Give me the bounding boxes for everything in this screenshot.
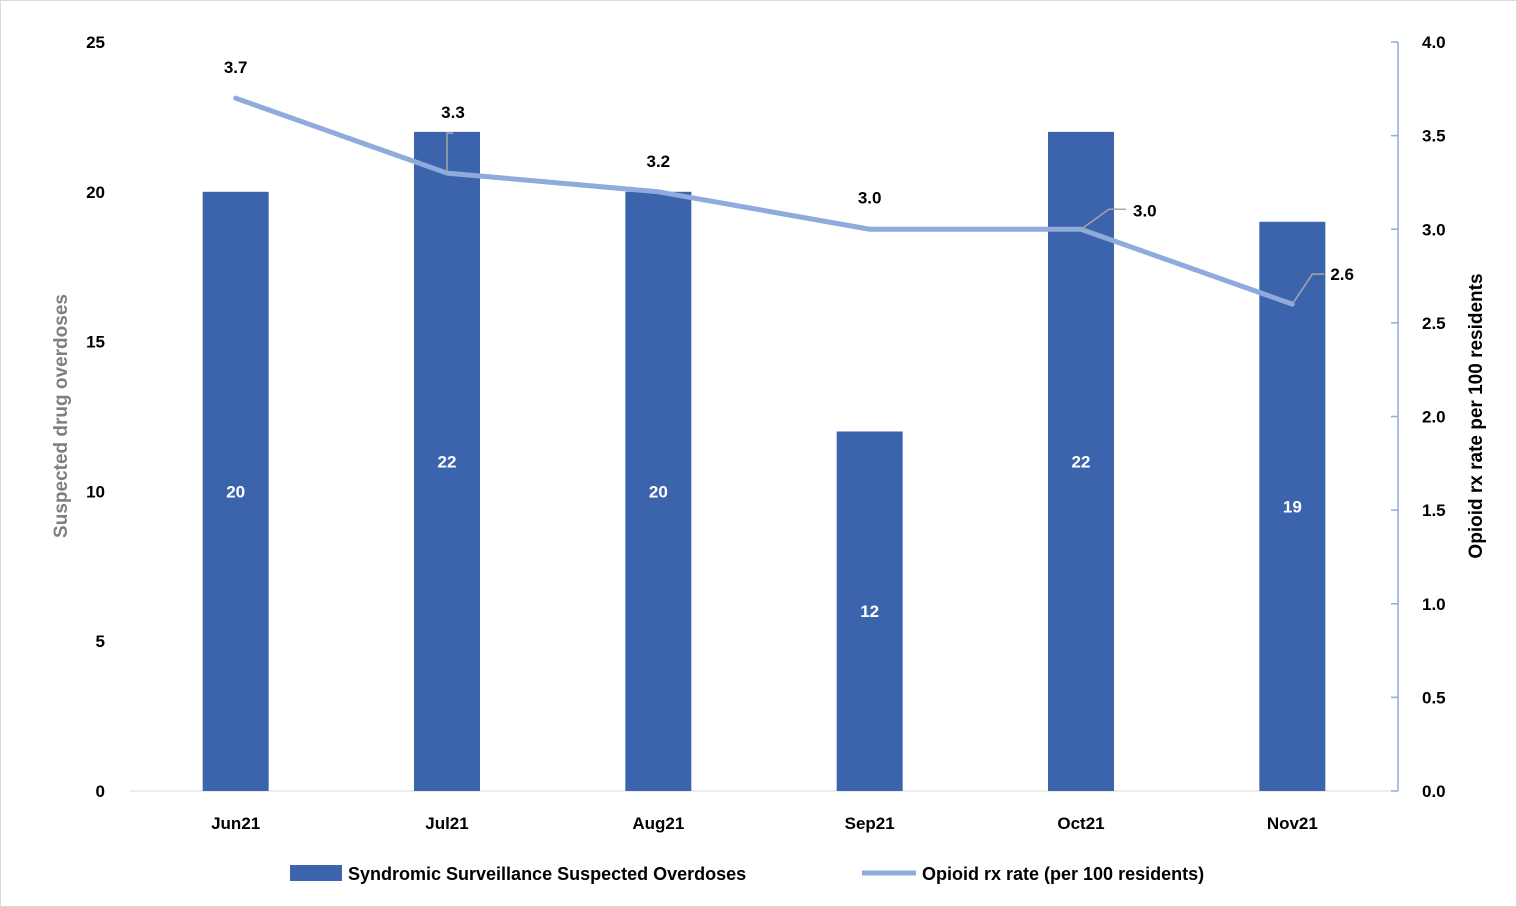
y-tick-left-3: 15 xyxy=(86,333,105,352)
y-tick-right-8: 4.0 xyxy=(1422,33,1446,52)
x-tick-Nov21: Nov21 xyxy=(1267,814,1318,833)
y-tick-left-4: 20 xyxy=(86,183,105,202)
y-tick-right-0: 0.0 xyxy=(1422,782,1446,801)
bar-series xyxy=(202,131,1326,792)
line-label-Nov21: 2.6 xyxy=(1330,265,1354,284)
y-tick-left-0: 0 xyxy=(96,782,105,801)
y-tick-right-4: 2.0 xyxy=(1422,408,1446,427)
y-tick-right-3: 1.5 xyxy=(1422,501,1446,520)
bar-label-Oct21: 22 xyxy=(1072,452,1091,471)
line-label-Sep21: 3.0 xyxy=(858,188,882,207)
y-tick-left-5: 25 xyxy=(86,33,105,52)
y-tick-right-1: 0.5 xyxy=(1422,688,1446,707)
line-series xyxy=(233,95,1295,307)
y-axis-title-left: Suspected drug overdoses xyxy=(51,294,72,538)
bar-Jun21 xyxy=(202,191,269,792)
bar-Jul21 xyxy=(414,131,480,791)
bar-Oct21 xyxy=(1048,131,1114,791)
leader-line-Oct21 xyxy=(1080,208,1126,230)
bar-label-Nov21: 19 xyxy=(1283,497,1302,516)
legend-label-bars: Syndromic Surveillance Suspected Overdos… xyxy=(348,864,746,884)
bar-label-Aug21: 20 xyxy=(649,482,668,501)
x-tick-Aug21: Aug21 xyxy=(632,814,684,833)
x-tick-Jul21: Jul21 xyxy=(425,814,468,833)
line-label-Oct21: 3.0 xyxy=(1133,201,1157,220)
bar-label-Jun21: 20 xyxy=(226,482,245,501)
bar-Nov21 xyxy=(1259,221,1326,791)
chart-axes: 0 5 10 15 20 25 0.0 0.5 1.0 1.5 2.0 2.5 3.0 3.5 4.0 Jun… xyxy=(86,33,1446,833)
y-tick-right-6: 3.0 xyxy=(1422,220,1446,239)
y-tick-right-5: 2.5 xyxy=(1422,314,1446,333)
bar-label-Sep21: 12 xyxy=(860,602,879,621)
leader-line-Nov21 xyxy=(1291,273,1325,305)
y-tick-left-2: 10 xyxy=(86,482,105,501)
line-label-Aug21: 3.2 xyxy=(647,152,671,171)
x-tick-Oct21: Oct21 xyxy=(1057,814,1104,833)
y-tick-right-2: 1.0 xyxy=(1422,595,1446,614)
legend-swatch-bars xyxy=(290,865,342,881)
line-label-Jun21: 3.7 xyxy=(224,58,248,77)
line-label-Jul21: 3.3 xyxy=(441,103,465,122)
y-tick-right-7: 3.5 xyxy=(1422,127,1446,146)
bar-Aug21 xyxy=(625,191,692,792)
data-labels: 20 22 20 12 22 19 3.7 3.3 3.2 3.0 3.0 2.6 xyxy=(224,58,1354,621)
x-tick-Sep21: Sep21 xyxy=(845,814,895,833)
rx-rate-line xyxy=(233,95,1295,307)
bar-Sep21 xyxy=(836,431,903,791)
y-tick-left-1: 5 xyxy=(96,632,105,651)
y-axis-title-right: Opioid rx rate per 100 residents xyxy=(1466,273,1487,558)
x-tick-Jun21: Jun21 xyxy=(211,814,260,833)
legend: Syndromic Surveillance Suspected Overdos… xyxy=(290,864,1204,884)
bar-label-Jul21: 22 xyxy=(438,452,457,471)
leader-line-Jul21 xyxy=(446,132,453,174)
legend-label-line: Opioid rx rate (per 100 residents) xyxy=(922,864,1204,884)
